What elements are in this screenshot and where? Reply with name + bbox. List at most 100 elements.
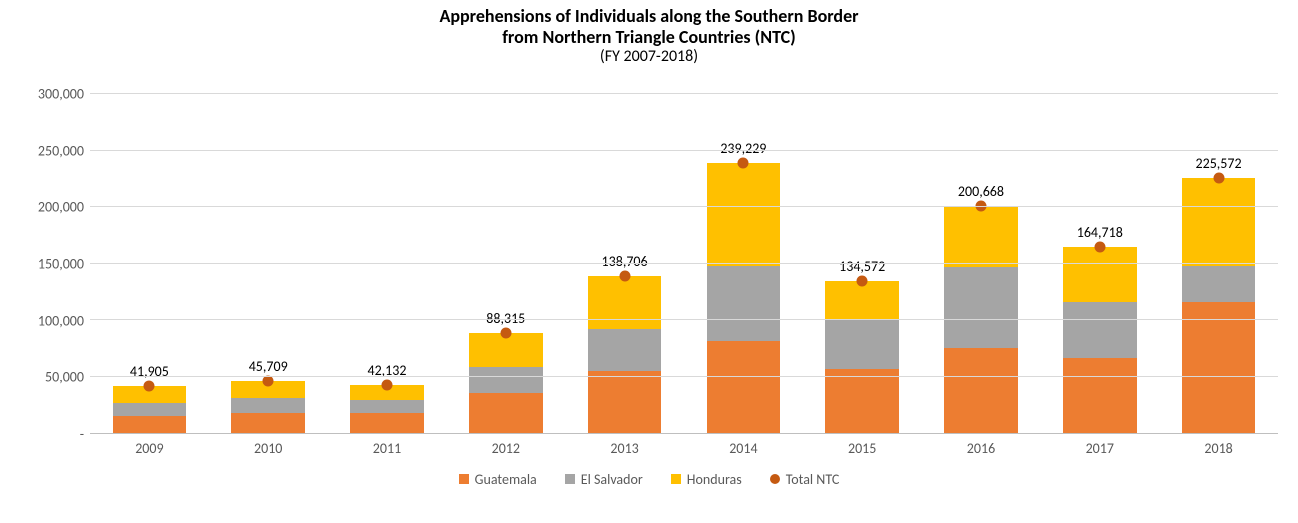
y-tick-label: 100,000 bbox=[38, 312, 84, 329]
bar-segment-el-salvador bbox=[350, 400, 424, 412]
bar-stack bbox=[944, 94, 1018, 433]
x-tick-label: 2011 bbox=[328, 434, 447, 464]
total-marker bbox=[144, 380, 155, 391]
gridline bbox=[90, 93, 1278, 94]
bar-segment-guatemala bbox=[350, 413, 424, 433]
chart-subtitle: (FY 2007-2018) bbox=[0, 47, 1298, 66]
bar-segment-guatemala bbox=[113, 416, 187, 433]
bar-segment-honduras bbox=[707, 163, 781, 266]
total-marker bbox=[1094, 241, 1105, 252]
total-marker bbox=[500, 328, 511, 339]
legend-swatch bbox=[671, 474, 681, 484]
total-data-label: 42,132 bbox=[367, 362, 406, 379]
y-tick-label: 200,000 bbox=[38, 199, 84, 216]
bar-segment-el-salvador bbox=[1063, 302, 1137, 359]
x-tick-label: 2010 bbox=[209, 434, 328, 464]
bar-slot: 41,905 bbox=[90, 94, 209, 433]
bar-slot: 88,315 bbox=[446, 94, 565, 433]
bar-segment-el-salvador bbox=[825, 319, 899, 369]
x-tick-label: 2012 bbox=[446, 434, 565, 464]
bar-segment-honduras bbox=[825, 281, 899, 319]
total-marker bbox=[857, 275, 868, 286]
y-tick-label: 150,000 bbox=[38, 256, 84, 273]
total-marker bbox=[263, 376, 274, 387]
bar-slot: 239,229 bbox=[684, 94, 803, 433]
gridline bbox=[90, 150, 1278, 151]
x-axis: 2009201020112012201320142015201620172018 bbox=[0, 434, 1298, 464]
y-axis: -50,000100,000150,000200,000250,000300,0… bbox=[0, 94, 90, 434]
bar-segment-guatemala bbox=[1182, 302, 1256, 433]
bar-slot: 225,572 bbox=[1159, 94, 1278, 433]
bar-segment-guatemala bbox=[1063, 358, 1137, 433]
legend-label: El Salvador bbox=[581, 471, 643, 488]
bar-segment-honduras bbox=[1182, 178, 1256, 266]
bar-segment-honduras bbox=[588, 276, 662, 329]
x-tick-label: 2013 bbox=[565, 434, 684, 464]
chart-container: Apprehensions of Individuals along the S… bbox=[0, 0, 1298, 523]
bar-segment-guatemala bbox=[825, 369, 899, 433]
x-tick-label: 2015 bbox=[803, 434, 922, 464]
bar-slot: 164,718 bbox=[1040, 94, 1159, 433]
y-tick-label: 250,000 bbox=[38, 142, 84, 159]
legend-item: Guatemala bbox=[459, 471, 537, 488]
bar-segment-el-salvador bbox=[113, 403, 187, 417]
bar-segment-el-salvador bbox=[944, 267, 1018, 348]
bar-segment-honduras bbox=[1063, 247, 1137, 302]
x-tick-label: 2016 bbox=[922, 434, 1041, 464]
legend-label: Guatemala bbox=[475, 471, 537, 488]
bar-slot: 134,572 bbox=[803, 94, 922, 433]
legend-item: El Salvador bbox=[565, 471, 643, 488]
chart-title-line-2: from Northern Triangle Countries (NTC) bbox=[0, 27, 1298, 48]
x-tick-label: 2018 bbox=[1159, 434, 1278, 464]
y-tick-label: - bbox=[80, 426, 84, 443]
bar-segment-el-salvador bbox=[1182, 266, 1256, 302]
y-tick-label: 300,000 bbox=[38, 86, 84, 103]
chart-title-line-1: Apprehensions of Individuals along the S… bbox=[0, 6, 1298, 27]
legend: Guatemala El Salvador Honduras Total NTC bbox=[0, 464, 1298, 494]
total-data-label: 45,709 bbox=[249, 358, 288, 375]
legend-swatch bbox=[770, 474, 780, 484]
bar-segment-el-salvador bbox=[707, 266, 781, 342]
bar-slot: 200,668 bbox=[922, 94, 1041, 433]
bar-segment-guatemala bbox=[469, 393, 543, 433]
legend-label: Honduras bbox=[687, 471, 742, 488]
legend-label: Total NTC bbox=[786, 471, 840, 488]
x-tick-label: 2017 bbox=[1040, 434, 1159, 464]
y-tick-label: 50,000 bbox=[45, 369, 84, 386]
x-tick-label: 2014 bbox=[684, 434, 803, 464]
bar-segment-el-salvador bbox=[588, 329, 662, 371]
total-marker bbox=[619, 271, 630, 282]
plot-area: -50,000100,000150,000200,000250,000300,0… bbox=[0, 94, 1298, 434]
bar-segment-guatemala bbox=[944, 348, 1018, 433]
legend-swatch bbox=[459, 474, 469, 484]
bar-segment-guatemala bbox=[588, 371, 662, 433]
x-tick-label: 2009 bbox=[90, 434, 209, 464]
legend-item: Total NTC bbox=[770, 471, 840, 488]
gridline bbox=[90, 376, 1278, 377]
title-block: Apprehensions of Individuals along the S… bbox=[0, 0, 1298, 94]
total-marker bbox=[738, 157, 749, 168]
total-data-label: 239,229 bbox=[720, 140, 766, 157]
bar-stack bbox=[469, 94, 543, 433]
gridline bbox=[90, 263, 1278, 264]
total-data-label: 225,572 bbox=[1196, 155, 1242, 172]
gridline bbox=[90, 206, 1278, 207]
total-data-label: 200,668 bbox=[958, 183, 1004, 200]
plot: 41,905 45,709 42,132 88,315138,706 239,229 13… bbox=[90, 94, 1278, 434]
bar-stack bbox=[1182, 94, 1256, 433]
bar-segment-el-salvador bbox=[231, 398, 305, 413]
bar-segment-honduras bbox=[944, 206, 1018, 267]
bar-slot: 42,132 bbox=[328, 94, 447, 433]
total-data-label: 134,572 bbox=[839, 258, 885, 275]
bar-segment-guatemala bbox=[231, 413, 305, 433]
gridline bbox=[90, 319, 1278, 320]
bar-slot: 138,706 bbox=[565, 94, 684, 433]
total-data-label: 41,905 bbox=[130, 363, 169, 380]
total-data-label: 164,718 bbox=[1077, 224, 1123, 241]
legend-item: Honduras bbox=[671, 471, 742, 488]
bar-segment-el-salvador bbox=[469, 367, 543, 393]
bar-stack bbox=[1063, 94, 1137, 433]
legend-swatch bbox=[565, 474, 575, 484]
bar-segment-guatemala bbox=[707, 341, 781, 433]
bars-layer: 41,905 45,709 42,132 88,315138,706 239,229 13… bbox=[90, 94, 1278, 433]
